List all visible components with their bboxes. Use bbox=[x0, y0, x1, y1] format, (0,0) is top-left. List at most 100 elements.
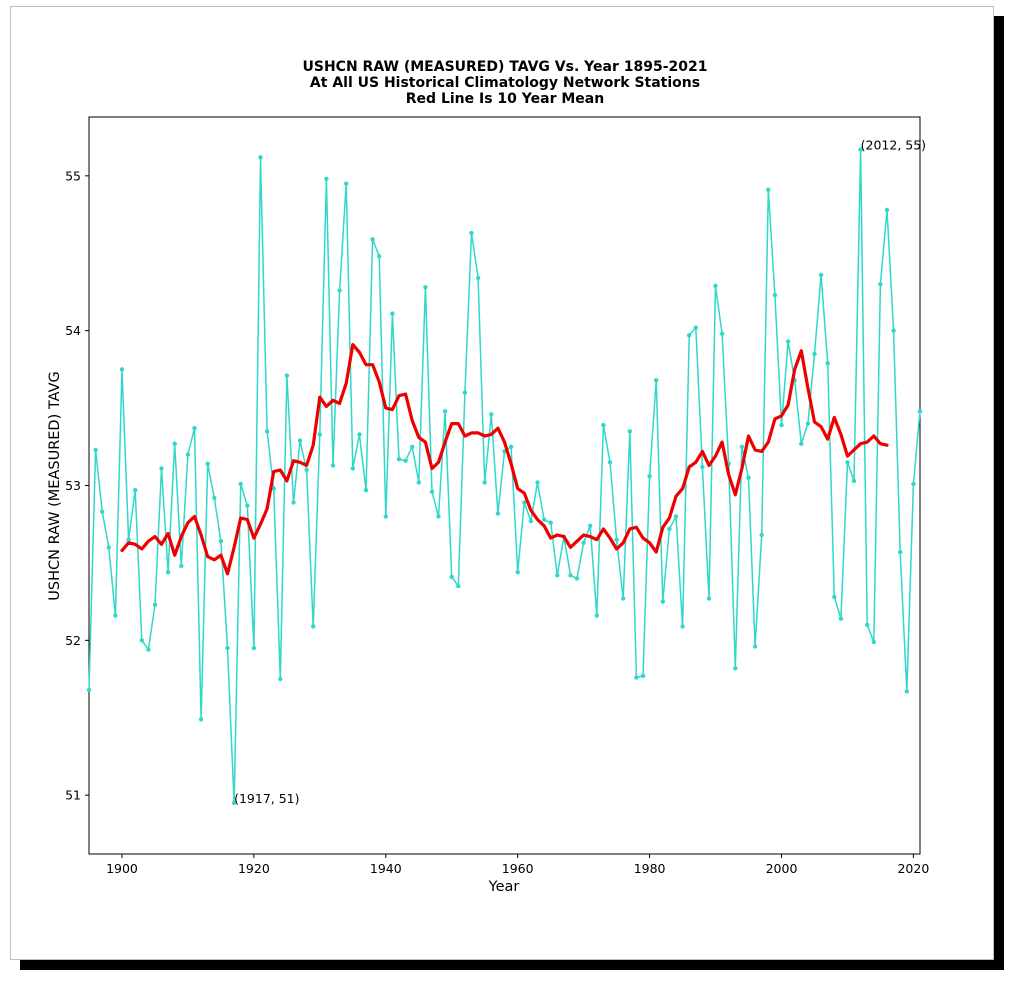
raw-data-point bbox=[812, 351, 817, 357]
raw-data-point bbox=[700, 464, 705, 470]
chart-title-line-3: Red Line Is 10 Year Mean bbox=[406, 91, 604, 107]
raw-data-point bbox=[139, 638, 144, 643]
raw-data-point bbox=[344, 181, 349, 186]
raw-data-point bbox=[172, 441, 177, 446]
raw-data-point bbox=[785, 339, 791, 344]
raw-data-point bbox=[449, 574, 454, 580]
raw-data-point bbox=[515, 570, 520, 575]
raw-data-point bbox=[106, 545, 112, 550]
raw-data-point bbox=[865, 622, 870, 627]
raw-data-point bbox=[746, 475, 751, 480]
raw-data-point bbox=[133, 487, 138, 493]
raw-data-point bbox=[370, 237, 375, 242]
raw-data-point bbox=[640, 673, 646, 679]
raw-data-point bbox=[442, 409, 448, 414]
raw-data-point bbox=[799, 441, 804, 446]
raw-series bbox=[86, 147, 923, 806]
raw-data-point bbox=[733, 666, 738, 671]
x-tick-label: 1940 bbox=[370, 861, 402, 876]
raw-data-point bbox=[363, 487, 369, 493]
raw-data-point bbox=[845, 460, 850, 465]
x-axis-label: Year bbox=[488, 879, 520, 895]
raw-data-point bbox=[311, 624, 316, 629]
raw-data-point bbox=[752, 644, 758, 649]
raw-data-point bbox=[179, 563, 184, 569]
raw-data-point bbox=[495, 511, 501, 516]
raw-data-point bbox=[238, 481, 243, 487]
raw-data-point bbox=[535, 480, 540, 485]
raw-data-point bbox=[100, 509, 105, 514]
raw-data-point bbox=[621, 596, 626, 601]
raw-data-point bbox=[508, 444, 514, 449]
chart-title-line-1: USHCN RAW (MEASURED) TAVG Vs. Year 1895-… bbox=[303, 59, 708, 75]
raw-data-point bbox=[159, 466, 164, 471]
raw-data-point bbox=[581, 540, 586, 545]
raw-data-point bbox=[601, 422, 606, 428]
raw-data-point bbox=[574, 576, 580, 581]
x-tick-label: 2000 bbox=[766, 861, 798, 876]
raw-data-point bbox=[377, 254, 382, 259]
raw-data-point bbox=[469, 230, 474, 236]
raw-data-point bbox=[403, 458, 408, 463]
raw-data-point bbox=[706, 596, 712, 601]
plot-area bbox=[88, 116, 921, 855]
raw-data-point bbox=[548, 520, 553, 525]
raw-data-point bbox=[667, 526, 672, 532]
raw-data-point bbox=[884, 207, 890, 213]
raw-data-point bbox=[719, 331, 725, 336]
raw-data-point bbox=[350, 466, 355, 471]
axis-ticks: 1900 1920 1940 1960 1980 2000 2020 51 52 53 54 55 bbox=[65, 168, 929, 876]
x-tick-label: 1980 bbox=[634, 861, 666, 876]
raw-data-point bbox=[337, 288, 342, 293]
raw-data-point bbox=[634, 675, 639, 680]
raw-data-point bbox=[898, 549, 903, 555]
raw-data-point bbox=[627, 429, 632, 434]
annotations: (1917, 51) (2012, 55) bbox=[234, 138, 926, 806]
raw-data-point bbox=[278, 676, 283, 682]
raw-data-point bbox=[462, 390, 468, 395]
raw-data-point bbox=[317, 432, 322, 437]
raw-data-point bbox=[528, 518, 534, 524]
raw-data-point bbox=[198, 717, 204, 722]
raw-data-point bbox=[858, 147, 863, 152]
raw-data-point bbox=[410, 444, 415, 449]
raw-data-point bbox=[614, 537, 619, 542]
raw-data-point bbox=[93, 447, 98, 453]
y-axis-label: USHCN RAW (MEASURED) TAVG bbox=[47, 371, 63, 600]
raw-data-point bbox=[772, 292, 778, 298]
raw-data-point bbox=[594, 613, 599, 618]
raw-data-point bbox=[165, 570, 171, 575]
chart-title-line-2: At All US Historical Climatology Network… bbox=[310, 75, 700, 91]
raw-data-point bbox=[904, 689, 909, 694]
raw-data-point bbox=[588, 523, 593, 528]
raw-data-point bbox=[291, 500, 296, 505]
raw-data-point bbox=[489, 412, 494, 417]
y-tick-label: 52 bbox=[65, 633, 81, 648]
raw-data-point bbox=[878, 282, 883, 287]
x-tick-label: 2020 bbox=[897, 861, 929, 876]
annotation-label: (2012, 55) bbox=[861, 138, 926, 153]
raw-data-point bbox=[825, 361, 830, 366]
raw-data-point bbox=[383, 514, 388, 519]
raw-data-point bbox=[693, 325, 698, 330]
raw-data-point bbox=[297, 438, 303, 443]
raw-data-point bbox=[739, 444, 745, 449]
x-tick-label: 1920 bbox=[238, 861, 270, 876]
raw-data-point bbox=[759, 532, 764, 538]
raw-data-point bbox=[185, 452, 191, 457]
mean-series bbox=[120, 343, 889, 576]
raw-data-point bbox=[832, 594, 837, 600]
raw-data-point bbox=[284, 373, 290, 378]
raw-data-point bbox=[555, 573, 560, 578]
raw-data-point bbox=[607, 460, 613, 465]
raw-data-point bbox=[146, 647, 151, 652]
raw-data-point bbox=[818, 272, 824, 278]
raw-data-point bbox=[713, 283, 718, 288]
raw-data-point bbox=[436, 514, 441, 519]
raw-data-point bbox=[429, 489, 435, 494]
raw-data-point bbox=[482, 480, 487, 485]
raw-data-point bbox=[324, 176, 329, 182]
raw-data-point bbox=[152, 602, 158, 607]
raw-data-point bbox=[258, 155, 263, 160]
raw-data-point bbox=[423, 285, 428, 290]
